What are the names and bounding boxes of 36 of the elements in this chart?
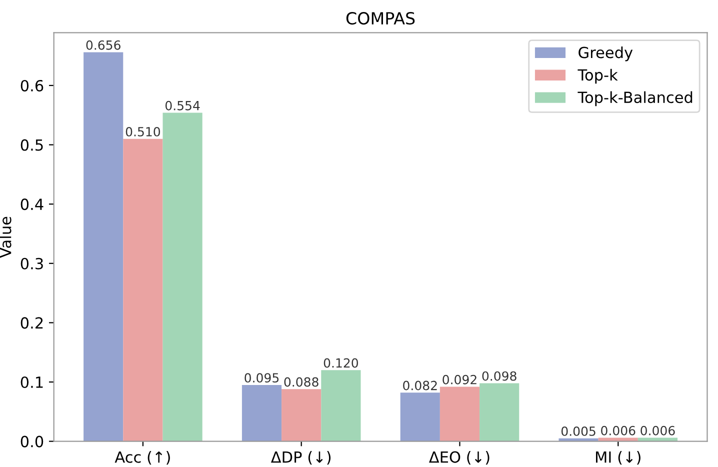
y-tick-label: 0.5	[20, 139, 43, 151]
x-tick-label: Acc (↑)	[114, 451, 170, 465]
data-label: 0.092	[442, 374, 476, 384]
bar	[162, 112, 202, 442]
data-label: 0.005	[561, 426, 596, 436]
x-tick-label: ΔEO (↓)	[429, 451, 490, 465]
data-label: 0.095	[244, 373, 279, 383]
y-tick-label: 0.3	[20, 258, 43, 270]
data-label: 0.554	[165, 100, 200, 110]
data-label: 0.098	[482, 371, 516, 381]
y-tick-label: 0.4	[20, 198, 44, 210]
data-label: 0.656	[86, 40, 120, 50]
x-tick-label: MI (↓)	[596, 451, 640, 465]
y-tick-label: 0.6	[20, 80, 44, 92]
bar	[282, 389, 322, 442]
legend-label: Greedy	[578, 46, 633, 62]
y-tick-label: 0.2	[20, 317, 43, 329]
data-label: 0.510	[126, 126, 160, 136]
chart-title: COMPAS	[346, 12, 415, 25]
data-label: 0.006	[601, 426, 636, 436]
legend-label: Top-k-Balanced	[578, 91, 692, 106]
bar	[480, 383, 520, 442]
x-tick-label: ΔDP (↓)	[270, 451, 331, 465]
data-label: 0.088	[284, 377, 318, 387]
data-label: 0.120	[324, 358, 358, 368]
bar	[321, 370, 361, 442]
y-tick-label: 0.1	[20, 376, 43, 388]
bar	[123, 138, 163, 442]
bar	[400, 392, 440, 442]
bar	[440, 386, 480, 442]
data-label: 0.006	[640, 426, 675, 436]
legend-label: Top-k	[578, 68, 618, 84]
bar	[242, 384, 282, 442]
data-label: 0.082	[403, 380, 437, 390]
y-tick-label: 0.0	[20, 436, 44, 448]
bar	[84, 52, 124, 442]
